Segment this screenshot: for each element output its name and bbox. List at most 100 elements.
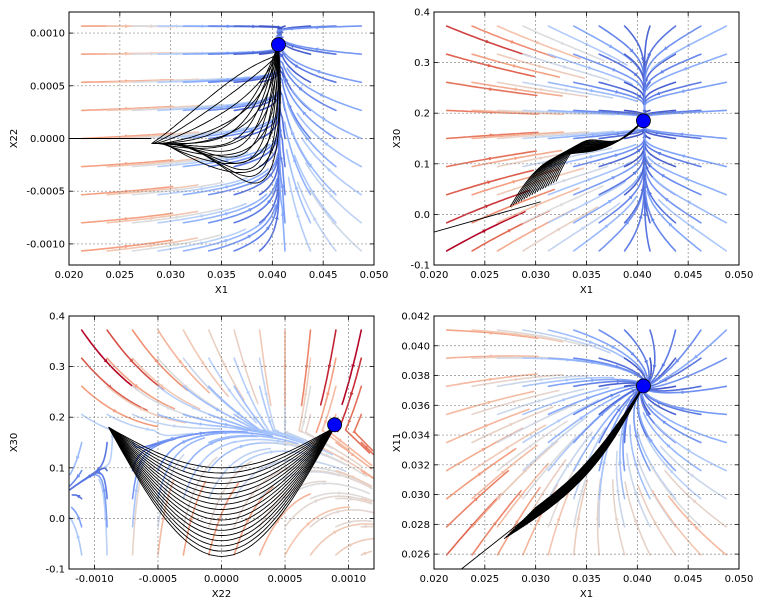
stream-arrow [694, 525, 699, 530]
stream-arrow [659, 69, 664, 74]
y-axis-label: X22 [9, 129, 20, 149]
stream-arrow [351, 474, 356, 479]
x-tick-label: 0.025 [471, 574, 500, 585]
stream-arrow [364, 445, 369, 450]
panel-x1-x11: 0.020 0.025 0.030 0.035 0.040 0.045 0.050 0.026… [392, 312, 753, 601]
stream-arrow [601, 459, 606, 464]
stream-arrow [692, 499, 697, 504]
stream-arrow [663, 46, 668, 51]
trajectory [108, 427, 335, 510]
x-tick-label: -0.0010 [75, 574, 114, 585]
stream-arrow [159, 383, 165, 388]
stream-arrow [482, 229, 487, 234]
stream-arrow [323, 420, 328, 425]
stream-arrow [166, 405, 172, 410]
stream-arrow [163, 488, 168, 493]
y-tick-label: 0.4 [414, 8, 430, 19]
stream-arrow [487, 400, 492, 405]
trajectory [555, 120, 644, 182]
stream-arrow [314, 499, 319, 504]
stream-arrow [643, 211, 648, 216]
stream-arrow [535, 40, 541, 45]
stream-arrow [242, 363, 247, 369]
y-tick-label: 0.2 [49, 413, 65, 424]
stream-arrow [680, 154, 686, 159]
stream-arrow [175, 188, 180, 193]
stream-arrow [224, 422, 230, 427]
x-axis-label: X1 [215, 285, 228, 296]
stream-arrow [614, 516, 619, 521]
stream-arrow [611, 176, 616, 180]
stream-arrow [352, 429, 357, 434]
stream-arrow [267, 199, 272, 204]
trajectory [108, 427, 335, 531]
stream-arrow [327, 467, 332, 472]
trajectory [159, 44, 279, 158]
stream-arrow [630, 351, 635, 357]
x-tick-label: 0.030 [521, 574, 550, 585]
x-tick-label: 0.050 [725, 270, 754, 281]
stream-arrow [247, 426, 253, 431]
stream-arrow [102, 487, 107, 492]
stream-arrow [512, 180, 517, 184]
stream-arrow [509, 423, 514, 427]
trajectory [461, 518, 526, 569]
stream-arrow [587, 178, 592, 182]
panel-x22-x30: -0.0010 -0.0005 0.0000 0.0005 0.0010 -0.1 0.0 0… [9, 312, 375, 600]
x-tick-label: 0.025 [106, 270, 135, 281]
stream-arrow [338, 438, 343, 443]
y-tick-label: 0.1 [49, 463, 65, 474]
stream-arrow [616, 487, 620, 493]
stream-arrow [301, 420, 306, 426]
stream-arrow [247, 234, 252, 239]
stream-arrow [616, 407, 621, 412]
stream-arrow [293, 157, 297, 163]
y-tick-label: 0.034 [401, 431, 430, 442]
stream-arrow [324, 142, 329, 147]
stream-arrow [324, 453, 330, 457]
stream-arrow [648, 190, 653, 196]
stream-arrow [300, 457, 305, 462]
stream-arrow [512, 400, 517, 404]
stream-arrow [647, 53, 652, 58]
stream-arrow [227, 464, 232, 469]
stream-arrow [661, 420, 667, 425]
stream-arrow [274, 215, 279, 220]
trajectory [108, 427, 335, 547]
stream-arrow [275, 187, 280, 192]
stream-arrow [675, 358, 680, 364]
stream-arrow [565, 87, 570, 92]
stream-arrow [690, 225, 695, 230]
stream-arrow [559, 203, 565, 207]
trajectory [156, 54, 279, 145]
stream-arrow [628, 195, 633, 200]
stream-arrow [224, 239, 229, 243]
stream-arrow [284, 77, 289, 82]
stream-arrow [550, 441, 556, 446]
y-tick-label: 0.038 [401, 371, 430, 382]
stream-arrow [338, 472, 343, 477]
stream-arrow [488, 156, 494, 161]
stream-arrow [576, 515, 581, 521]
stream-arrow [607, 199, 613, 204]
stream-arrow [265, 225, 270, 231]
stream-arrow [76, 534, 81, 539]
stream-arrow [294, 185, 299, 190]
stream-arrow [591, 435, 596, 440]
stream-arrow [536, 517, 540, 523]
trajectory [158, 54, 279, 145]
stream-arrow [220, 489, 225, 495]
trajectory-bundle [69, 44, 281, 184]
y-tick-label: -0.1 [410, 261, 430, 272]
stream-arrow [96, 470, 101, 475]
y-axis-label: X30 [392, 129, 403, 149]
stream-arrow [154, 358, 159, 364]
stream-arrow [604, 224, 609, 229]
y-tick-label: 0.3 [414, 58, 430, 69]
stream-arrow [76, 455, 80, 461]
trajectory [434, 201, 541, 233]
x-tick-label: 0.035 [572, 574, 601, 585]
y-tick-label: -0.0010 [26, 239, 65, 250]
stream-arrow [631, 389, 636, 393]
